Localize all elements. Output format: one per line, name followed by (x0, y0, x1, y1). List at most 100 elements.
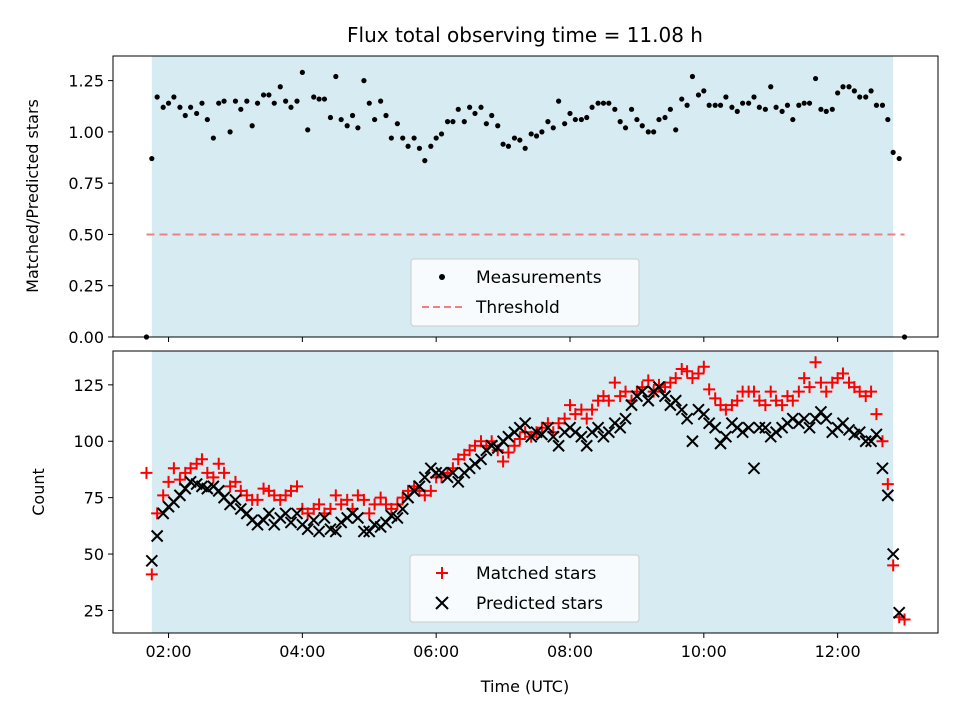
measurement-point (595, 100, 601, 106)
matched-star-point (853, 385, 866, 398)
matched-star-point (452, 453, 465, 466)
matched-star-point (201, 466, 214, 479)
legend-matched-marker (436, 567, 448, 579)
matched-star-point (703, 383, 716, 396)
measurement-point (160, 104, 166, 110)
measurement-point (528, 131, 534, 137)
measurement-point (679, 96, 685, 102)
measurement-point (617, 119, 623, 125)
predicted-star-point (446, 466, 460, 480)
predicted-star-point (708, 421, 722, 434)
measurement-point (806, 100, 813, 106)
measurement-point (712, 102, 718, 108)
bottom-axes-frame (112, 350, 939, 634)
measurement-point (361, 78, 367, 84)
top-y-tick-label: 1.00 (68, 123, 104, 142)
predicted-star-point (379, 516, 393, 529)
predicted-star-point (892, 606, 906, 619)
matched-star-point (770, 394, 783, 407)
bottom-y-tick-label: 125 (73, 376, 104, 395)
measurement-point (394, 121, 400, 127)
matched-star-point (619, 385, 632, 398)
predicted-star-point (680, 412, 694, 425)
measurement-point (706, 102, 712, 108)
matched-star-point (162, 475, 175, 488)
matched-star-point (402, 484, 415, 497)
predicted-star-point (864, 435, 878, 448)
measurement-point (517, 137, 523, 143)
predicted-star-point (613, 421, 627, 434)
predicted-star-point (591, 421, 605, 434)
matched-star-point (368, 498, 381, 511)
bottom-x-tick-label: 12:00 (815, 642, 861, 661)
measurement-point (344, 123, 350, 129)
predicted-star-point (759, 421, 772, 434)
measurement-point (885, 116, 891, 123)
predicted-star-point (334, 516, 348, 529)
measurement-point (271, 100, 277, 106)
bottom-y-tick-label: 100 (73, 432, 104, 451)
matched-star-point (468, 439, 481, 452)
measurement-point (823, 108, 829, 114)
legend-predicted-marker (435, 596, 449, 610)
measurement-point (154, 94, 160, 100)
predicted-star-point (686, 435, 699, 448)
predicted-star-point (870, 428, 883, 441)
measurement-point (784, 102, 791, 108)
measurement-point (606, 100, 612, 106)
measurement-point (673, 127, 679, 133)
measurement-point (489, 112, 495, 119)
predicted-star-point (714, 437, 727, 450)
matched-star-point (140, 466, 153, 479)
measurement-point (467, 104, 473, 110)
measurement-point (277, 84, 283, 90)
matched-star-point (301, 507, 314, 520)
measurement-point (483, 121, 489, 127)
predicted-star-point (257, 513, 270, 527)
measurement-point (628, 106, 635, 112)
measurement-point (210, 135, 216, 141)
top-y-tick-label: 0.75 (68, 174, 104, 193)
matched-star-point (335, 498, 348, 511)
predicted-star-point (669, 394, 682, 407)
matched-star-point (608, 376, 621, 389)
bottom-y-tick-label: 25 (84, 601, 104, 620)
matched-star-point (731, 394, 744, 407)
predicted-star-point (212, 484, 225, 498)
matched-star-point (575, 403, 588, 416)
measurement-point (790, 116, 796, 123)
measurement-point (656, 116, 662, 123)
measurement-point (388, 135, 394, 141)
measurement-point (283, 98, 289, 104)
measurement-point (572, 116, 578, 123)
measurement-point (149, 155, 155, 162)
measurement-point (165, 100, 172, 106)
measurement-point (511, 135, 518, 141)
measurement-point (796, 102, 802, 108)
chart-title: Flux total observing time = 11.08 h (347, 23, 703, 47)
predicted-star-point (502, 430, 515, 443)
predicted-star-point (702, 416, 716, 430)
legend-measurements-marker (439, 274, 445, 280)
matched-star-point (786, 394, 799, 407)
top-legend-frame (410, 258, 640, 327)
measurement-point (622, 125, 629, 131)
matched-star-point (870, 408, 883, 421)
measurement-point (600, 100, 607, 106)
predicted-star-point (229, 493, 242, 507)
bottom-x-tick-label: 02:00 (145, 642, 191, 661)
predicted-star-point (173, 489, 187, 502)
measurement-point (896, 155, 902, 162)
measurement-point (311, 94, 317, 100)
measurement-point (204, 116, 210, 123)
predicted-star-point (642, 394, 655, 407)
predicted-star-point (150, 529, 164, 543)
predicted-star-point (234, 502, 248, 516)
predicted-star-point (262, 507, 276, 520)
predicted-star-point (886, 547, 900, 561)
measurement-point (801, 100, 807, 106)
top-legend: Measurements Threshold (410, 258, 640, 327)
matched-star-point (207, 471, 220, 484)
predicted-star-point (351, 511, 365, 525)
